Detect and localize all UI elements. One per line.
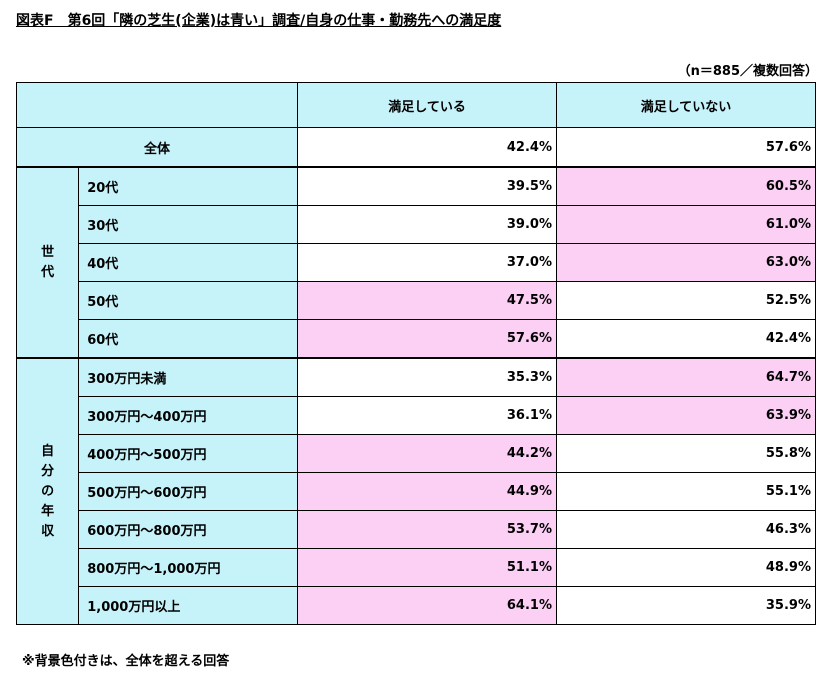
row-label: 40代 <box>78 243 299 282</box>
cell-not-satisfied: 61.0% <box>556 205 816 244</box>
table-row: 30代 39.0% 61.0% <box>17 205 816 244</box>
total-not-satisfied: 57.6% <box>556 127 816 168</box>
row-label: 50代 <box>78 281 299 320</box>
cell-satisfied: 53.7% <box>297 510 557 549</box>
group-label-text: 世代 <box>41 244 55 280</box>
row-label: 500万円～600万円 <box>78 472 299 511</box>
cell-not-satisfied: 55.1% <box>556 472 816 511</box>
cell-satisfied: 51.1% <box>297 548 557 587</box>
total-satisfied: 42.4% <box>297 127 557 168</box>
table-row: 600万円～800万円 53.7% 46.3% <box>17 510 816 549</box>
sample-note: （n＝885／複数回答） <box>677 64 818 79</box>
cell-satisfied: 39.0% <box>297 205 557 244</box>
header-row: 満足している 満足していない <box>15 82 816 128</box>
cell-not-satisfied: 55.8% <box>556 434 816 473</box>
table-row: 世代 20代 39.5% 60.5% <box>15 166 816 359</box>
row-label: 60代 <box>78 319 299 359</box>
group-label: 世代 <box>15 166 80 359</box>
cell-not-satisfied: 64.7% <box>556 357 816 397</box>
table-row: 50代 47.5% 52.5% <box>17 281 816 320</box>
table-row: 500万円～600万円 44.9% 55.1% <box>17 472 816 511</box>
cell-satisfied: 57.6% <box>297 319 557 359</box>
cell-satisfied: 44.9% <box>297 472 557 511</box>
row-label: 300万円～400万円 <box>78 396 299 435</box>
table-row: 400万円～500万円 44.2% 55.8% <box>17 434 816 473</box>
table-row: 800万円～1,000万円 51.1% 48.9% <box>17 548 816 587</box>
cell-satisfied: 37.0% <box>297 243 557 282</box>
cell-not-satisfied: 46.3% <box>556 510 816 549</box>
table-row: 自分の年収 300万円未満 35.3% 64.7% <box>15 357 816 625</box>
row-label: 20代 <box>78 166 299 206</box>
cell-not-satisfied: 52.5% <box>556 281 816 320</box>
cell-satisfied: 36.1% <box>297 396 557 435</box>
total-row: 全体 42.4% 57.6% <box>15 127 816 168</box>
table-row: 1,000万円以上 64.1% 35.9% <box>17 586 816 625</box>
table-row: 300万円～400万円 36.1% 63.9% <box>17 396 816 435</box>
row-label: 600万円～800万円 <box>78 510 299 549</box>
group-label-text: 自分の年収 <box>41 443 55 539</box>
footer-note: ※背景色付きは、全体を超える回答 <box>22 654 230 669</box>
cell-not-satisfied: 48.9% <box>556 548 816 587</box>
cell-satisfied: 35.3% <box>297 357 557 397</box>
header-not-satisfied: 満足していない <box>556 82 816 128</box>
cell-not-satisfied: 63.0% <box>556 243 816 282</box>
cell-satisfied: 47.5% <box>297 281 557 320</box>
total-label: 全体 <box>15 127 299 168</box>
table-row: 40代 37.0% 63.0% <box>17 243 816 282</box>
row-label: 800万円～1,000万円 <box>78 548 299 587</box>
table-row: 60代 57.6% 42.4% <box>17 319 816 359</box>
figure-title: 図表F 第6回「隣の芝生(企業)は青い」調査/自身の仕事・勤務先への満足度 <box>16 13 502 29</box>
cell-satisfied: 64.1% <box>297 586 557 625</box>
row-label: 30代 <box>78 205 299 244</box>
satisfaction-table: 満足している 満足していない 全体 42.4% 57.6% 世代 20代 39.5%… <box>15 82 816 625</box>
row-label: 300万円未満 <box>78 357 299 397</box>
header-satisfied: 満足している <box>297 82 557 128</box>
cell-not-satisfied: 60.5% <box>556 166 816 206</box>
cell-not-satisfied: 35.9% <box>556 586 816 625</box>
cell-satisfied: 44.2% <box>297 434 557 473</box>
row-label: 1,000万円以上 <box>78 586 299 625</box>
group-label: 自分の年収 <box>15 357 80 625</box>
cell-not-satisfied: 42.4% <box>556 319 816 359</box>
header-corner <box>15 82 299 128</box>
row-label: 400万円～500万円 <box>78 434 299 473</box>
cell-satisfied: 39.5% <box>297 166 557 206</box>
cell-not-satisfied: 63.9% <box>556 396 816 435</box>
